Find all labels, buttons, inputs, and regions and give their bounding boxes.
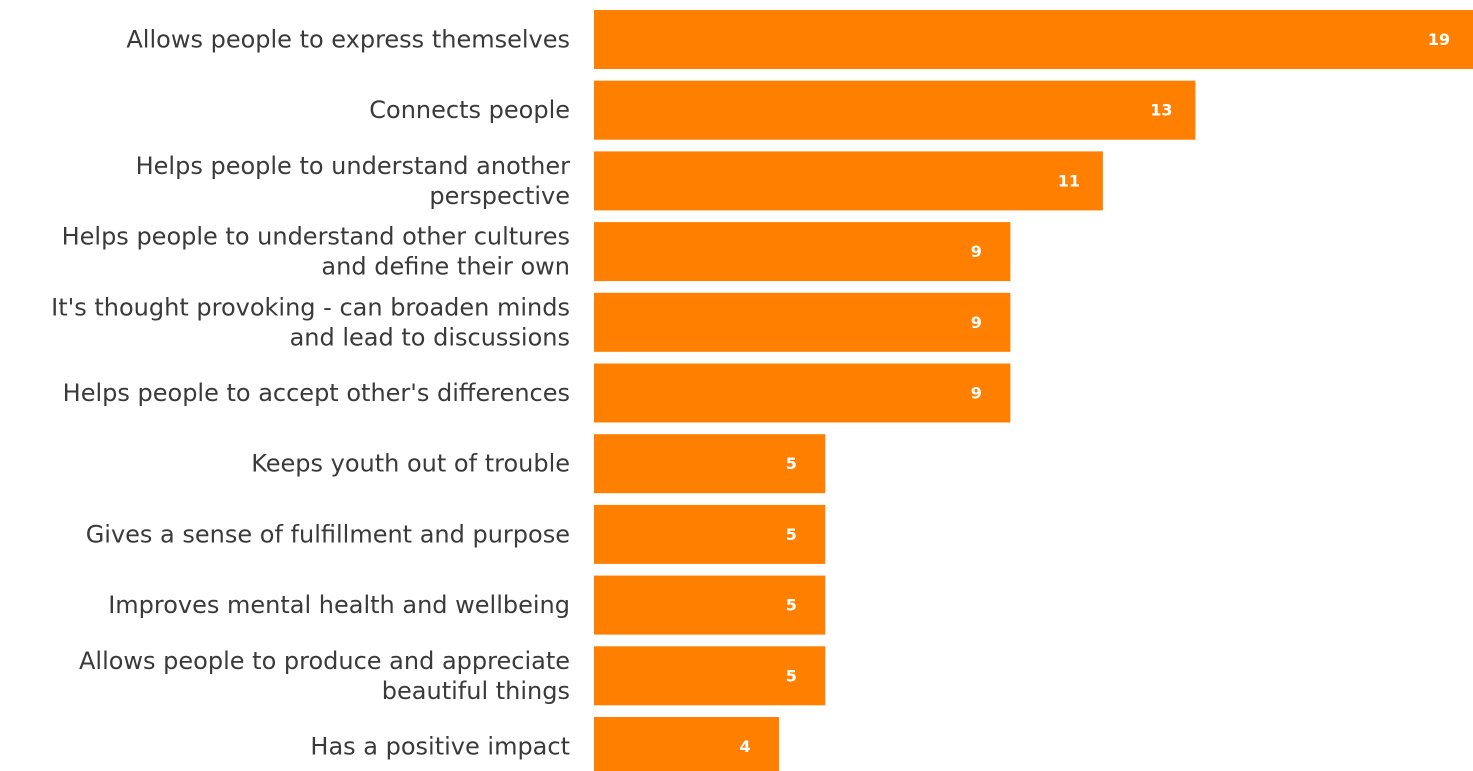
category-label-line: and lead to discussions [290, 323, 570, 351]
category-labels-layer: Allows people to express themselves Conne… [51, 26, 570, 761]
bar-1 [594, 10, 1473, 69]
value-label-6: 9 [971, 384, 982, 403]
category-label-2: Connects people [369, 96, 570, 124]
value-label-4: 9 [971, 242, 982, 261]
category-label-line: perspective [429, 182, 570, 210]
bar-2 [594, 80, 1196, 140]
category-label-8: Gives a sense of fulfillment and purpose [86, 520, 570, 548]
category-label-line: beautiful things [382, 677, 570, 705]
bar-10 [594, 646, 826, 706]
category-label-line: Allows people to produce and appreciate [79, 647, 570, 675]
category-label-line: Keeps youth out of trouble [251, 450, 570, 478]
bar-6 [594, 363, 1011, 423]
bar-8 [594, 504, 826, 564]
value-label-10: 5 [786, 666, 797, 685]
category-label-1: Allows people to express themselves [126, 26, 570, 54]
value-label-1: 19 [1428, 30, 1450, 49]
category-label-11: Has a positive impact [310, 733, 570, 761]
bar-11 [594, 717, 780, 771]
bar-3 [594, 151, 1103, 211]
value-label-9: 5 [786, 596, 797, 615]
bar-4 [594, 222, 1011, 282]
category-label-line: Gives a sense of fulfillment and purpose [86, 520, 570, 548]
value-label-7: 5 [786, 454, 797, 473]
value-label-2: 13 [1150, 101, 1172, 120]
category-label-line: Improves mental health and wellbeing [108, 591, 570, 619]
category-label-3: Helps people to understand another perspe… [136, 152, 571, 210]
category-label-line: Helps people to understand another [136, 152, 571, 180]
bars-layer [594, 10, 1473, 771]
value-label-3: 11 [1058, 171, 1080, 190]
category-label-5: It's thought provoking - can broaden min… [51, 293, 570, 351]
value-label-5: 9 [971, 313, 982, 332]
bar-7 [594, 434, 826, 494]
category-label-10: Allows people to produce and appreciate b… [79, 647, 570, 705]
category-label-4: Helps people to understand other culture… [62, 223, 570, 281]
category-label-9: Improves mental health and wellbeing [108, 591, 570, 619]
category-label-line: Helps people to understand other culture… [62, 223, 570, 251]
value-labels-layer: 19 13 11 9 9 9 5 5 5 5 4 [739, 30, 1450, 756]
category-label-line: It's thought provoking - can broaden min… [51, 293, 570, 321]
category-label-6: Helps people to accept other's differenc… [63, 379, 570, 407]
category-label-line: Allows people to express themselves [126, 26, 570, 54]
bar-5 [594, 292, 1011, 352]
value-label-8: 5 [786, 525, 797, 544]
category-label-line: Connects people [369, 96, 570, 124]
bar-9 [594, 575, 826, 635]
category-label-line: Has a positive impact [310, 733, 570, 761]
category-label-7: Keeps youth out of trouble [251, 450, 570, 478]
value-label-11: 4 [739, 737, 750, 756]
category-label-line: and define their own [321, 253, 570, 281]
category-label-line: Helps people to accept other's differenc… [63, 379, 570, 407]
